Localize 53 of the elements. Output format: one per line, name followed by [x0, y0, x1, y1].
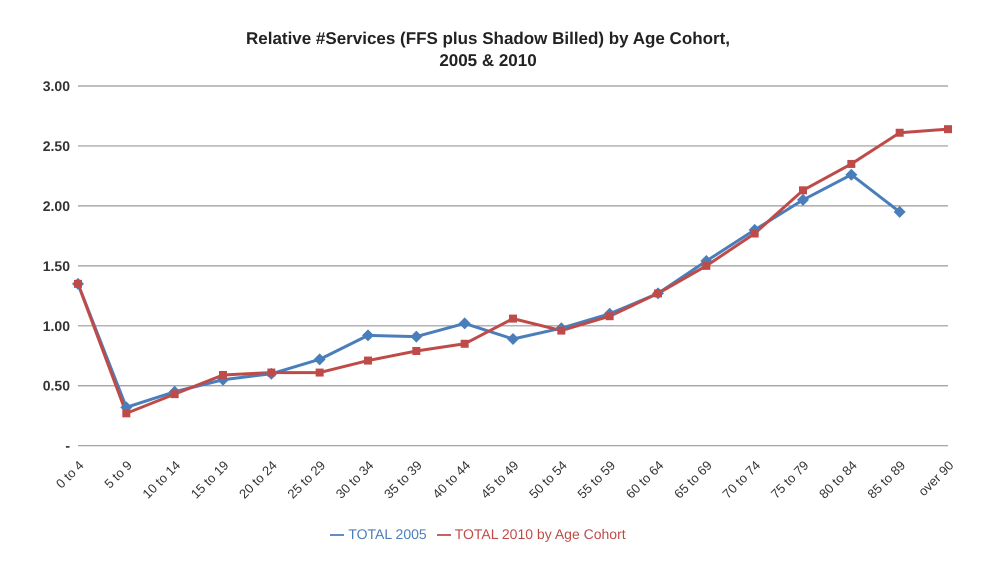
x-tick-label: 70 to 74: [719, 458, 764, 502]
x-tick-label: 75 to 79: [768, 458, 812, 502]
point: [944, 125, 952, 134]
point: [509, 314, 517, 323]
point: [797, 194, 809, 206]
x-tick-label: 15 to 19: [188, 458, 232, 502]
legend-label: TOTAL 2005: [348, 526, 427, 542]
point: [412, 346, 420, 355]
y-tick-label: 3.00: [42, 78, 70, 94]
x-tick-label: 30 to 34: [332, 458, 377, 502]
x-tick-label: 60 to 64: [622, 458, 667, 502]
x-tick-label: 25 to 29: [284, 458, 328, 502]
x-tick-label: 5 to 9: [101, 458, 135, 492]
x-tick-label: 40 to 44: [429, 458, 474, 502]
x-tick-label: 55 to 59: [574, 458, 618, 502]
point: [799, 186, 807, 194]
point: [316, 368, 324, 377]
y-tick-label: 2.50: [42, 138, 70, 154]
point: [702, 262, 710, 270]
x-tick-label: 85 to 89: [864, 458, 908, 502]
x-tick-label: 65 to 69: [671, 458, 715, 502]
point: [606, 312, 614, 320]
point: [894, 206, 906, 218]
legend-label: TOTAL 2010 by Age Cohort: [454, 526, 626, 542]
point: [219, 370, 227, 379]
point: [122, 409, 130, 418]
x-tick-label: 20 to 24: [236, 458, 280, 502]
point: [460, 340, 469, 348]
point: [845, 168, 858, 181]
point: [410, 330, 422, 343]
y-tick-label: 0.50: [42, 378, 70, 394]
x-tick-label: 0 to 4: [52, 458, 87, 492]
point: [364, 356, 372, 365]
point: [458, 317, 471, 330]
x-tick-label: 50 to 54: [526, 458, 570, 502]
x-tick-label: over 90: [915, 458, 957, 499]
point: [314, 353, 326, 366]
x-tick-label: 35 to 39: [381, 458, 425, 502]
point: [557, 326, 566, 335]
point: [362, 329, 374, 342]
y-tick-label: -: [65, 438, 70, 454]
point: [750, 229, 759, 238]
point: [507, 332, 519, 345]
x-tick-label: 45 to 49: [478, 458, 522, 502]
point: [847, 160, 856, 168]
y-tick-label: 2.00: [42, 198, 70, 214]
point: [170, 390, 179, 398]
y-tick-label: 1.50: [42, 258, 70, 274]
point: [896, 128, 904, 137]
y-tick-label: 1.00: [42, 318, 70, 334]
x-tick-label: 80 to 84: [816, 458, 860, 502]
x-tick-label: 10 to 14: [139, 458, 184, 502]
chart-title: Relative #Services (FFS plus Shadow Billed) by Age Cohort, 2005 & 2010: [245, 28, 731, 72]
